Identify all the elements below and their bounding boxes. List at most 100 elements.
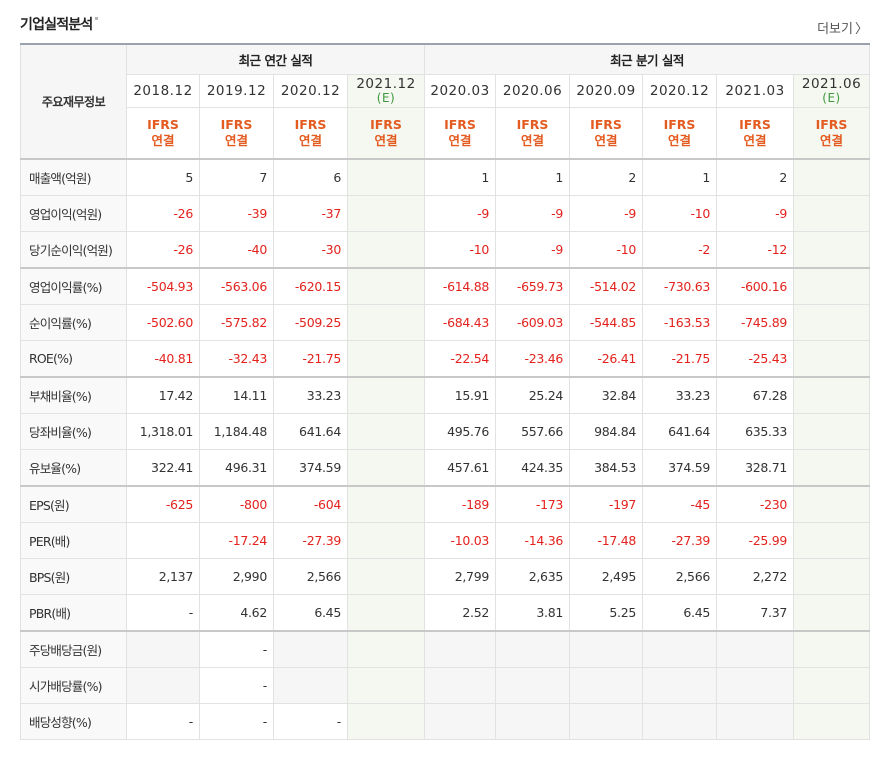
table-cell: 14.11 — [199, 376, 274, 414]
title-dot — [95, 17, 99, 20]
period-label: 2021.06 — [801, 76, 862, 92]
consolidated-label: 연결 — [820, 133, 844, 148]
row-label: 시가배당률(%) — [20, 667, 127, 704]
table-cell — [793, 703, 871, 740]
table-cell — [424, 703, 497, 740]
table-cell — [642, 630, 718, 668]
table-cell: -163.53 — [642, 304, 718, 341]
period-header: 2020.09 — [569, 74, 644, 108]
table-cell: 495.76 — [424, 413, 497, 450]
table-cell: -9 — [569, 195, 644, 232]
estimate-mark: (E) — [822, 91, 841, 105]
table-cell: -10 — [569, 231, 644, 269]
table-row: ROE(%) -40.81 -32.43 -21.75 -22.54 -23.46 -26.… — [20, 340, 871, 378]
table-cell: 2,495 — [569, 558, 644, 595]
table-cell: -25.99 — [716, 522, 795, 559]
table-cell: 17.42 — [126, 376, 200, 414]
table-cell: -600.16 — [716, 267, 795, 305]
table-cell: -514.02 — [569, 267, 644, 305]
table-row: 순이익률(%) -502.60 -575.82 -509.25 -684.43 -609.… — [20, 304, 871, 341]
table-cell: -9 — [716, 195, 795, 232]
table-cell — [793, 449, 871, 487]
table-row: 당기순이익(억원) -26 -40 -30 -10 -9 -10 -2 -12 — [20, 231, 871, 269]
ifrs-label: IFRS — [147, 117, 179, 132]
table-row: 매출액(억원) 5 7 6 1 1 2 1 2 — [20, 158, 871, 196]
estimate-mark: (E) — [376, 91, 396, 105]
table-cell — [495, 667, 571, 704]
table-cell — [793, 485, 871, 523]
table-cell — [642, 703, 718, 740]
table-cell: -189 — [424, 485, 497, 523]
ifrs-header: IFRS 연결 — [126, 107, 200, 160]
table-row: 당좌비율(%) 1,318.01 1,184.48 641.64 495.76 557.6… — [20, 413, 871, 450]
table-cell: -23.46 — [495, 340, 571, 378]
table-row: 부채비율(%) 17.42 14.11 33.23 15.91 25.24 32.84 33.… — [20, 376, 871, 414]
period-header: 2020.03 — [424, 74, 497, 108]
table-cell: 33.23 — [273, 376, 348, 414]
period-label: 2020.12 — [280, 83, 341, 99]
table-cell: -22.54 — [424, 340, 497, 378]
table-cell — [793, 267, 871, 305]
table-cell: -575.82 — [199, 304, 274, 341]
table-cell — [793, 667, 871, 704]
table-cell: -40.81 — [126, 340, 200, 378]
table-cell: -800 — [199, 485, 274, 523]
table-cell: 32.84 — [569, 376, 644, 414]
table-cell — [495, 703, 571, 740]
ifrs-header: IFRS 연결 — [716, 107, 795, 160]
table-cell: - — [199, 703, 274, 740]
table-cell: -32.43 — [199, 340, 274, 378]
table-cell: 6.45 — [642, 594, 718, 632]
row-label-header: 주요재무정보 — [20, 43, 127, 160]
more-link[interactable]: 더보기 〉 — [817, 22, 868, 37]
consolidated-label: 연결 — [594, 133, 618, 148]
table-cell: 2,566 — [642, 558, 718, 595]
table-cell: -502.60 — [126, 304, 200, 341]
table-row: PBR(배) -4.62 6.45 2.52 3.81 5.25 6.45 7.37 — [20, 594, 871, 632]
table-cell: 322.41 — [126, 449, 200, 487]
ifrs-header: IFRS 연결 — [495, 107, 571, 160]
table-cell: - — [273, 703, 348, 740]
table-cell: -9 — [495, 195, 571, 232]
table-cell: 2,635 — [495, 558, 571, 595]
table-cell: 2,566 — [273, 558, 348, 595]
period-label: 2019.12 — [206, 83, 267, 99]
table-cell: - — [199, 630, 274, 668]
table-cell: 424.35 — [495, 449, 571, 487]
row-label: BPS(원) — [20, 558, 127, 595]
table-cell — [424, 630, 497, 668]
table-cell — [346, 267, 426, 305]
table-cell — [346, 594, 426, 632]
row-label: 부채비율(%) — [20, 376, 127, 414]
consolidated-label: 연결 — [298, 133, 322, 148]
table-cell: -26 — [126, 195, 200, 232]
table-cell — [346, 158, 426, 196]
table-cell — [569, 703, 644, 740]
table-cell — [793, 195, 871, 232]
table-cell — [642, 667, 718, 704]
row-label: 당좌비율(%) — [20, 413, 127, 450]
table-cell — [346, 522, 426, 559]
consolidated-label: 연결 — [668, 133, 692, 148]
section-title: 기업실적분석 — [20, 14, 99, 34]
table-cell — [495, 630, 571, 668]
ifrs-label: IFRS — [370, 117, 402, 132]
table-cell: -40 — [199, 231, 274, 269]
table-cell — [346, 340, 426, 378]
table-cell: 496.31 — [199, 449, 274, 487]
table-cell — [346, 630, 426, 668]
table-cell: 6.45 — [273, 594, 348, 632]
table-cell: 635.33 — [716, 413, 795, 450]
table-cell — [346, 449, 426, 487]
table-cell: -39 — [199, 195, 274, 232]
table-cell — [793, 630, 871, 668]
table-cell — [793, 376, 871, 414]
table-row: 유보율(%) 322.41 496.31 374.59 457.61 424.35 384.… — [20, 449, 871, 487]
ifrs-header: IFRS 연결 — [424, 107, 497, 160]
table-cell: -614.88 — [424, 267, 497, 305]
table-cell: 641.64 — [642, 413, 718, 450]
table-cell: -10.03 — [424, 522, 497, 559]
table-cell: -745.89 — [716, 304, 795, 341]
table-row: 배당성향(%) - - - — [20, 703, 871, 740]
period-header: 2021.12 (E) — [346, 74, 426, 108]
